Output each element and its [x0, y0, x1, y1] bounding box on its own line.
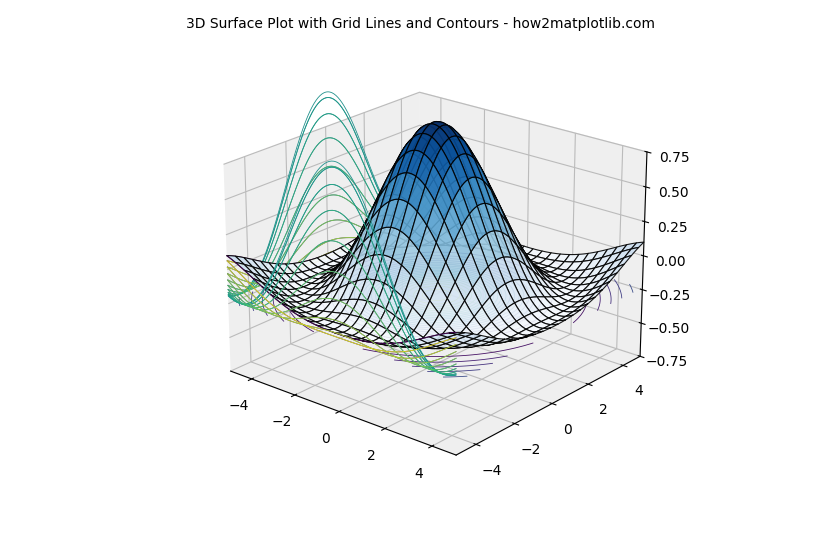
- Text: 3D Surface Plot with Grid Lines and Contours - how2matplotlib.com: 3D Surface Plot with Grid Lines and Cont…: [186, 17, 654, 31]
